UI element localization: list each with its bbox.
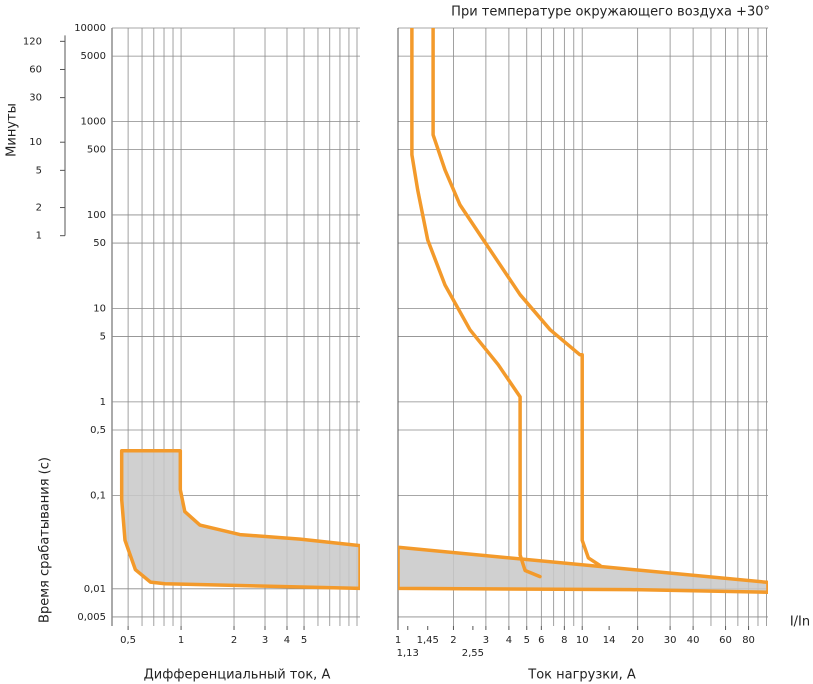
x-tick-label: 6	[538, 635, 544, 646]
x-tick-label: 3	[483, 635, 489, 646]
y-tick-label: 100	[87, 210, 106, 221]
x-tick-label: 30	[664, 635, 677, 646]
y2-tick-label: 10	[29, 137, 42, 148]
x-tick-label: 20	[631, 635, 644, 646]
y2-tick-label: 5	[36, 165, 42, 176]
x-tick-label: 1	[178, 635, 184, 646]
x-axis-label: Дифференциальный ток, А	[144, 668, 331, 683]
x-axis-unit: I/In	[790, 615, 810, 630]
y-tick-label: 500	[87, 145, 106, 156]
x-tick-label: 1,13	[397, 648, 419, 659]
x-tick-label: 8	[561, 635, 567, 646]
y2-tick-label: 60	[29, 64, 42, 75]
band	[398, 545, 768, 594]
band	[119, 448, 360, 591]
y2-tick-label: 120	[23, 36, 42, 47]
x-tick-label: 10	[576, 635, 589, 646]
x-tick-label: 60	[719, 635, 732, 646]
y-tick-label: 5	[100, 332, 106, 343]
x-tick-label: 4	[506, 635, 512, 646]
x-tick-label: 5	[301, 635, 307, 646]
y-tick-label: 10	[93, 303, 106, 314]
y2-tick-label: 30	[29, 93, 42, 104]
y-tick-label: 0,005	[77, 612, 106, 623]
y-tick-label: 50	[93, 238, 106, 249]
plot-area	[398, 28, 768, 594]
x-axis-label: Ток нагрузки, А	[527, 668, 636, 683]
x-tick-label: 80	[742, 635, 755, 646]
y-tick-label: 10000	[74, 23, 106, 34]
x-tick-label: 2	[450, 635, 456, 646]
x-tick-label: 3	[262, 635, 268, 646]
y-tick-label: 1000	[81, 116, 106, 127]
y-tick-label: 0,01	[84, 584, 106, 595]
x-tick-label: 2	[231, 635, 237, 646]
curve	[431, 28, 602, 568]
y-tick-label: 0,5	[90, 425, 106, 436]
y-axis-label: Время срабатывания (с)	[38, 457, 53, 623]
curve	[410, 28, 542, 579]
y-tick-label: 1	[100, 397, 106, 408]
y2-axis-label: Минуты	[5, 103, 20, 157]
x-tick-label: 0,5	[120, 635, 136, 646]
x-tick-label: 4	[284, 635, 290, 646]
x-tick-label: 1	[395, 635, 401, 646]
y2-tick-label: 2	[36, 203, 42, 214]
y-tick-label: 5000	[81, 51, 106, 62]
y2-tick-label: 1	[36, 231, 42, 242]
x-tick-label: 14	[603, 635, 616, 646]
plot-area	[119, 448, 360, 591]
y-tick-label: 0,1	[90, 490, 106, 501]
x-tick-label: 5	[524, 635, 530, 646]
x-tick-label: 1,45	[417, 635, 439, 646]
x-tick-label: 2,55	[462, 648, 484, 659]
chart-title: При температуре окружающего воздуха +30°	[451, 5, 770, 20]
x-tick-label: 40	[687, 635, 700, 646]
